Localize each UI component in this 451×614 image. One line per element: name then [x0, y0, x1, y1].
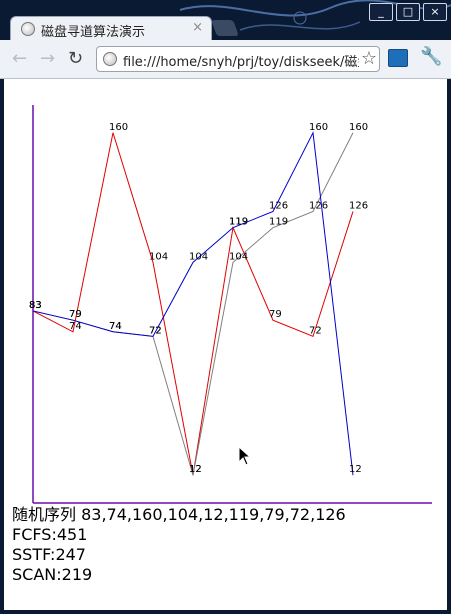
- point-label: 72: [149, 325, 162, 336]
- page-icon: [103, 52, 117, 66]
- point-label: 160: [109, 122, 128, 133]
- address-bar[interactable]: file:///home/snyh/prj/toy/diskseek/磁盘 ☆: [96, 46, 380, 72]
- point-label: 12: [349, 464, 362, 475]
- back-button[interactable]: ←: [12, 48, 28, 69]
- scan-text: SCAN:219: [12, 565, 93, 584]
- point-label: 79: [69, 309, 82, 320]
- point-label: 12: [189, 464, 202, 475]
- window-controls: _ □ ×: [369, 3, 447, 21]
- point-label: 104: [229, 251, 248, 262]
- point-label: 72: [149, 325, 162, 336]
- mouse-cursor-icon: [238, 446, 252, 466]
- series-line-1: [32, 132, 354, 476]
- point-label: 74: [69, 321, 82, 332]
- series-line-0: [32, 132, 354, 476]
- fcfs-text: FCFS:451: [12, 525, 88, 544]
- wrench-icon[interactable]: 🔧: [420, 46, 443, 67]
- point-label: 160: [309, 122, 328, 133]
- point-label: 119: [269, 217, 288, 228]
- browser-tab[interactable]: 磁盘寻道算法演示 ×: [10, 16, 212, 41]
- point-label: 12: [189, 464, 202, 475]
- point-label: 79: [269, 309, 282, 320]
- point-label: 83: [29, 300, 42, 311]
- close-window-button[interactable]: ×: [423, 3, 447, 21]
- point-label: 126: [269, 200, 288, 211]
- globe-icon: [21, 22, 35, 36]
- point-label: 79: [69, 309, 82, 320]
- series-line-2: [32, 131, 354, 476]
- toolbar: ← → ↻ file:///home/snyh/prj/toy/diskseek…: [0, 40, 451, 79]
- point-label: 160: [349, 122, 368, 133]
- tab-close-icon[interactable]: ×: [192, 20, 203, 35]
- point-label: 104: [189, 251, 208, 262]
- maximize-button[interactable]: □: [396, 3, 420, 21]
- minimize-button[interactable]: _: [369, 3, 393, 21]
- point-label: 83: [29, 300, 42, 311]
- point-label: 126: [349, 200, 368, 211]
- point-label: 119: [229, 217, 248, 228]
- point-label: 126: [309, 200, 328, 211]
- extension-icon[interactable]: [388, 49, 408, 67]
- tab-title: 磁盘寻道算法演示: [41, 25, 146, 40]
- bookmark-star-icon[interactable]: ☆: [358, 48, 377, 69]
- url-text[interactable]: file:///home/snyh/prj/toy/diskseek/磁盘: [123, 55, 371, 70]
- point-label: 83: [29, 300, 42, 311]
- page-content: 83 74 160 104 12 119 79 72 126 83 79 74 72 12 104 119 12…: [4, 79, 447, 610]
- point-label: 104: [149, 251, 168, 262]
- sequence-text: 随机序列 83,74,160,104,12,119,79,72,126: [12, 505, 346, 524]
- point-label: 74: [109, 321, 122, 332]
- point-label: 119: [229, 217, 248, 228]
- sstf-text: SSTF:247: [12, 545, 86, 564]
- point-label: 72: [309, 325, 322, 336]
- forward-button[interactable]: →: [40, 48, 56, 69]
- point-label: 74: [109, 321, 122, 332]
- reload-button[interactable]: ↻: [68, 48, 84, 69]
- summary: 随机序列 83,74,160,104,12,119,79,72,126 FCFS…: [12, 505, 346, 585]
